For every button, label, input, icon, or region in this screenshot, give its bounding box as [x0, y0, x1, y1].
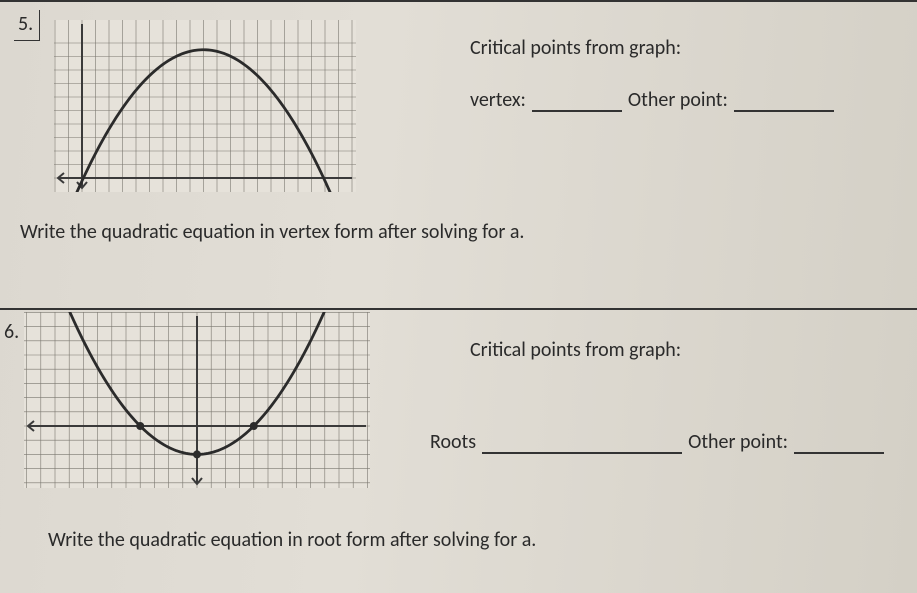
roots-blank[interactable] [482, 434, 682, 454]
vertex-blank[interactable] [532, 92, 622, 112]
vertex-label: vertex: [470, 88, 526, 112]
roots-label: Roots [430, 430, 476, 454]
instruction-6: Write the quadratic equation in root for… [48, 528, 536, 552]
graph-5-svg [54, 20, 356, 192]
instruction-5: Write the quadratic equation in vertex f… [20, 220, 524, 244]
graph-5 [54, 20, 356, 192]
critical-points-heading: Critical points from graph: [470, 36, 834, 60]
problem-6: 6. Critical points from graph: Roots Oth… [0, 310, 917, 590]
problem-number-6: 6. [0, 318, 25, 348]
problem-number-5: 5. [14, 10, 40, 41]
graph-6 [24, 312, 370, 488]
other-point-blank-6[interactable] [794, 434, 884, 454]
other-point-blank[interactable] [734, 92, 834, 112]
other-point-label-6: Other point: [688, 430, 788, 454]
vertex-row: vertex: Other point: [470, 88, 834, 112]
problem-5: 5. Critical points from graph: vertex: O… [0, 2, 917, 310]
problem-6-fields: Critical points from graph: Roots Other … [470, 338, 884, 454]
roots-row: Roots Other point: [430, 430, 884, 454]
graph-6-svg [24, 312, 370, 488]
problem-5-fields: Critical points from graph: vertex: Othe… [470, 36, 834, 112]
worksheet-page: 5. Critical points from graph: vertex: O… [0, 0, 917, 593]
critical-points-heading-6: Critical points from graph: [470, 338, 884, 362]
other-point-label: Other point: [628, 88, 728, 112]
